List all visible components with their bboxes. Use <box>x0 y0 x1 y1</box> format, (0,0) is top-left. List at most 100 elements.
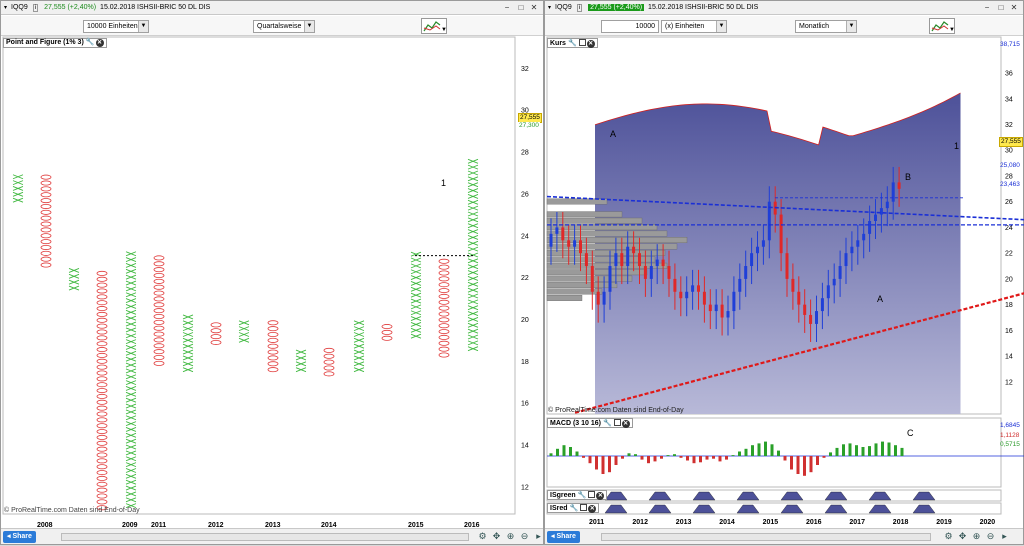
close-panel-icon[interactable]: ✕ <box>596 492 605 500</box>
x-box <box>182 337 194 343</box>
share-button[interactable]: ◂ Share <box>3 531 36 543</box>
close-panel-icon[interactable]: ✕ <box>586 40 595 48</box>
x-box <box>125 263 137 268</box>
o-box <box>96 282 108 288</box>
volume-profile-bar <box>546 294 583 301</box>
candle-body <box>579 240 582 254</box>
symbol[interactable]: IQQ9 <box>11 4 28 11</box>
price-low-label: 23,463 <box>1000 181 1020 188</box>
collapse-icon[interactable]: ▾ <box>4 5 8 11</box>
panel-label-kurs[interactable]: Kurs 🔧 ✕ <box>547 38 598 48</box>
wrench-tool-icon[interactable]: ⚙ <box>944 531 953 541</box>
x-box <box>353 320 365 326</box>
o-box <box>210 339 222 345</box>
close-panel-icon[interactable]: ✕ <box>95 39 104 47</box>
macd-bar <box>660 456 663 459</box>
chart-type-icon[interactable]: ▼ <box>929 18 955 34</box>
wrench-icon[interactable]: 🔧 <box>569 505 579 512</box>
chart-type-icon[interactable]: ▼ <box>421 18 447 34</box>
x-column <box>12 174 24 203</box>
close-icon[interactable]: ✕ <box>530 3 538 12</box>
units-select[interactable]: 10000 Einheiten ▼ <box>83 20 149 33</box>
minimize-icon[interactable]: − <box>984 3 990 12</box>
wrench-icon[interactable]: 🔧 <box>567 40 577 47</box>
candle-body <box>714 304 718 312</box>
close-icon[interactable]: ✕ <box>1010 3 1018 12</box>
close-panel-icon[interactable]: ✕ <box>588 505 597 513</box>
o-box <box>96 399 108 405</box>
o-box <box>96 405 108 411</box>
candle-body <box>697 285 700 292</box>
drag-icon[interactable]: ✥ <box>492 531 501 541</box>
scrollbar[interactable] <box>601 533 931 541</box>
symbol[interactable]: IQQ9 <box>555 4 572 11</box>
scroll-end-icon[interactable]: ▸ <box>536 531 541 541</box>
wrench-tool-icon[interactable]: ⚙ <box>478 531 487 541</box>
annotation-1: 1 <box>954 141 960 151</box>
x-tick-label: 2016 <box>464 522 480 529</box>
x-box <box>182 349 194 355</box>
share-button[interactable]: ◂ Share <box>547 531 580 543</box>
x-tick-label: 2008 <box>37 522 53 529</box>
window-icon[interactable] <box>578 39 586 46</box>
x-box <box>467 223 479 229</box>
units-type-select[interactable]: (x) Einheiten ▼ <box>661 20 727 33</box>
o-box <box>153 284 165 290</box>
indicator-bump <box>648 491 672 501</box>
period-select[interactable]: Monatlich ▼ <box>795 20 857 33</box>
macd-bar <box>777 450 780 456</box>
o-box <box>153 314 165 320</box>
minimize-icon[interactable]: − <box>504 3 510 12</box>
zoom-out-icon[interactable]: ⊖ <box>986 531 995 541</box>
units-input[interactable]: 10000 <box>601 20 659 33</box>
candle-body <box>897 182 901 189</box>
o-box <box>153 302 165 308</box>
period-select[interactable]: Quartalsweise ▼ <box>253 20 315 33</box>
y-tick-label: 28 <box>1005 173 1013 180</box>
candle-body <box>809 314 813 324</box>
y-tick-label: 30 <box>1005 148 1013 155</box>
o-box <box>40 215 52 221</box>
zoom-in-icon[interactable]: ⊕ <box>506 531 515 541</box>
x-box <box>467 340 479 346</box>
x-box <box>467 305 479 311</box>
o-box <box>153 272 165 278</box>
drag-icon[interactable]: ✥ <box>958 531 967 541</box>
wrench-icon[interactable]: 🔧 <box>85 39 95 46</box>
collapse-icon[interactable]: ▾ <box>548 5 552 11</box>
wrench-icon[interactable]: 🔧 <box>602 420 612 427</box>
o-box <box>438 329 450 335</box>
info-icon[interactable]: i <box>32 3 39 12</box>
maximize-icon[interactable]: □ <box>998 3 1004 12</box>
panel-label-macd[interactable]: MACD (3 10 16) 🔧 ✕ <box>547 418 633 428</box>
window-icon[interactable] <box>580 504 588 511</box>
maximize-icon[interactable]: □ <box>518 3 524 12</box>
x-box <box>125 268 137 274</box>
indicator-bump <box>868 491 892 501</box>
o-box <box>96 475 108 481</box>
x-tick-label: 2013 <box>265 522 281 529</box>
o-column <box>381 324 393 341</box>
x-box <box>295 349 307 355</box>
volume-profile-bar <box>546 288 603 295</box>
candle-body <box>573 240 577 247</box>
scrollbar[interactable] <box>61 533 469 541</box>
wrench-icon[interactable]: 🔧 <box>577 492 587 499</box>
close-panel-icon[interactable]: ✕ <box>621 420 630 428</box>
zoom-out-icon[interactable]: ⊖ <box>520 531 529 541</box>
panel-label-isgreen[interactable]: ISgreen 🔧 ✕ <box>547 490 608 500</box>
macd-bar <box>725 456 728 460</box>
scroll-end-icon[interactable]: ▸ <box>1002 531 1007 541</box>
macd-bar <box>751 445 754 456</box>
macd-bar <box>595 456 598 470</box>
x-box <box>467 287 479 293</box>
window-icon[interactable] <box>588 491 596 498</box>
x-box <box>467 205 479 211</box>
panel-label-pnf[interactable]: Point and Figure (1% 3) 🔧 ✕ <box>3 38 107 48</box>
candle-body <box>590 266 594 292</box>
info-icon[interactable]: i <box>576 3 583 12</box>
panel-label-isred[interactable]: ISred 🔧 ✕ <box>547 503 600 513</box>
zoom-in-icon[interactable]: ⊕ <box>972 531 981 541</box>
chevron-down-icon: ▼ <box>304 21 314 32</box>
window-icon[interactable] <box>613 419 621 426</box>
